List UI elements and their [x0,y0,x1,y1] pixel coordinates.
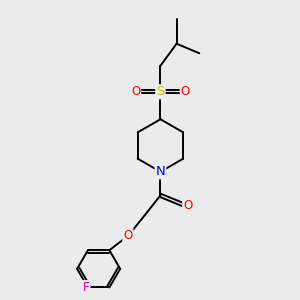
Text: S: S [156,85,165,98]
Text: O: O [131,85,140,98]
Text: O: O [123,229,133,242]
Text: F: F [83,281,90,294]
Text: N: N [156,165,165,178]
Text: O: O [183,199,192,212]
Text: O: O [181,85,190,98]
